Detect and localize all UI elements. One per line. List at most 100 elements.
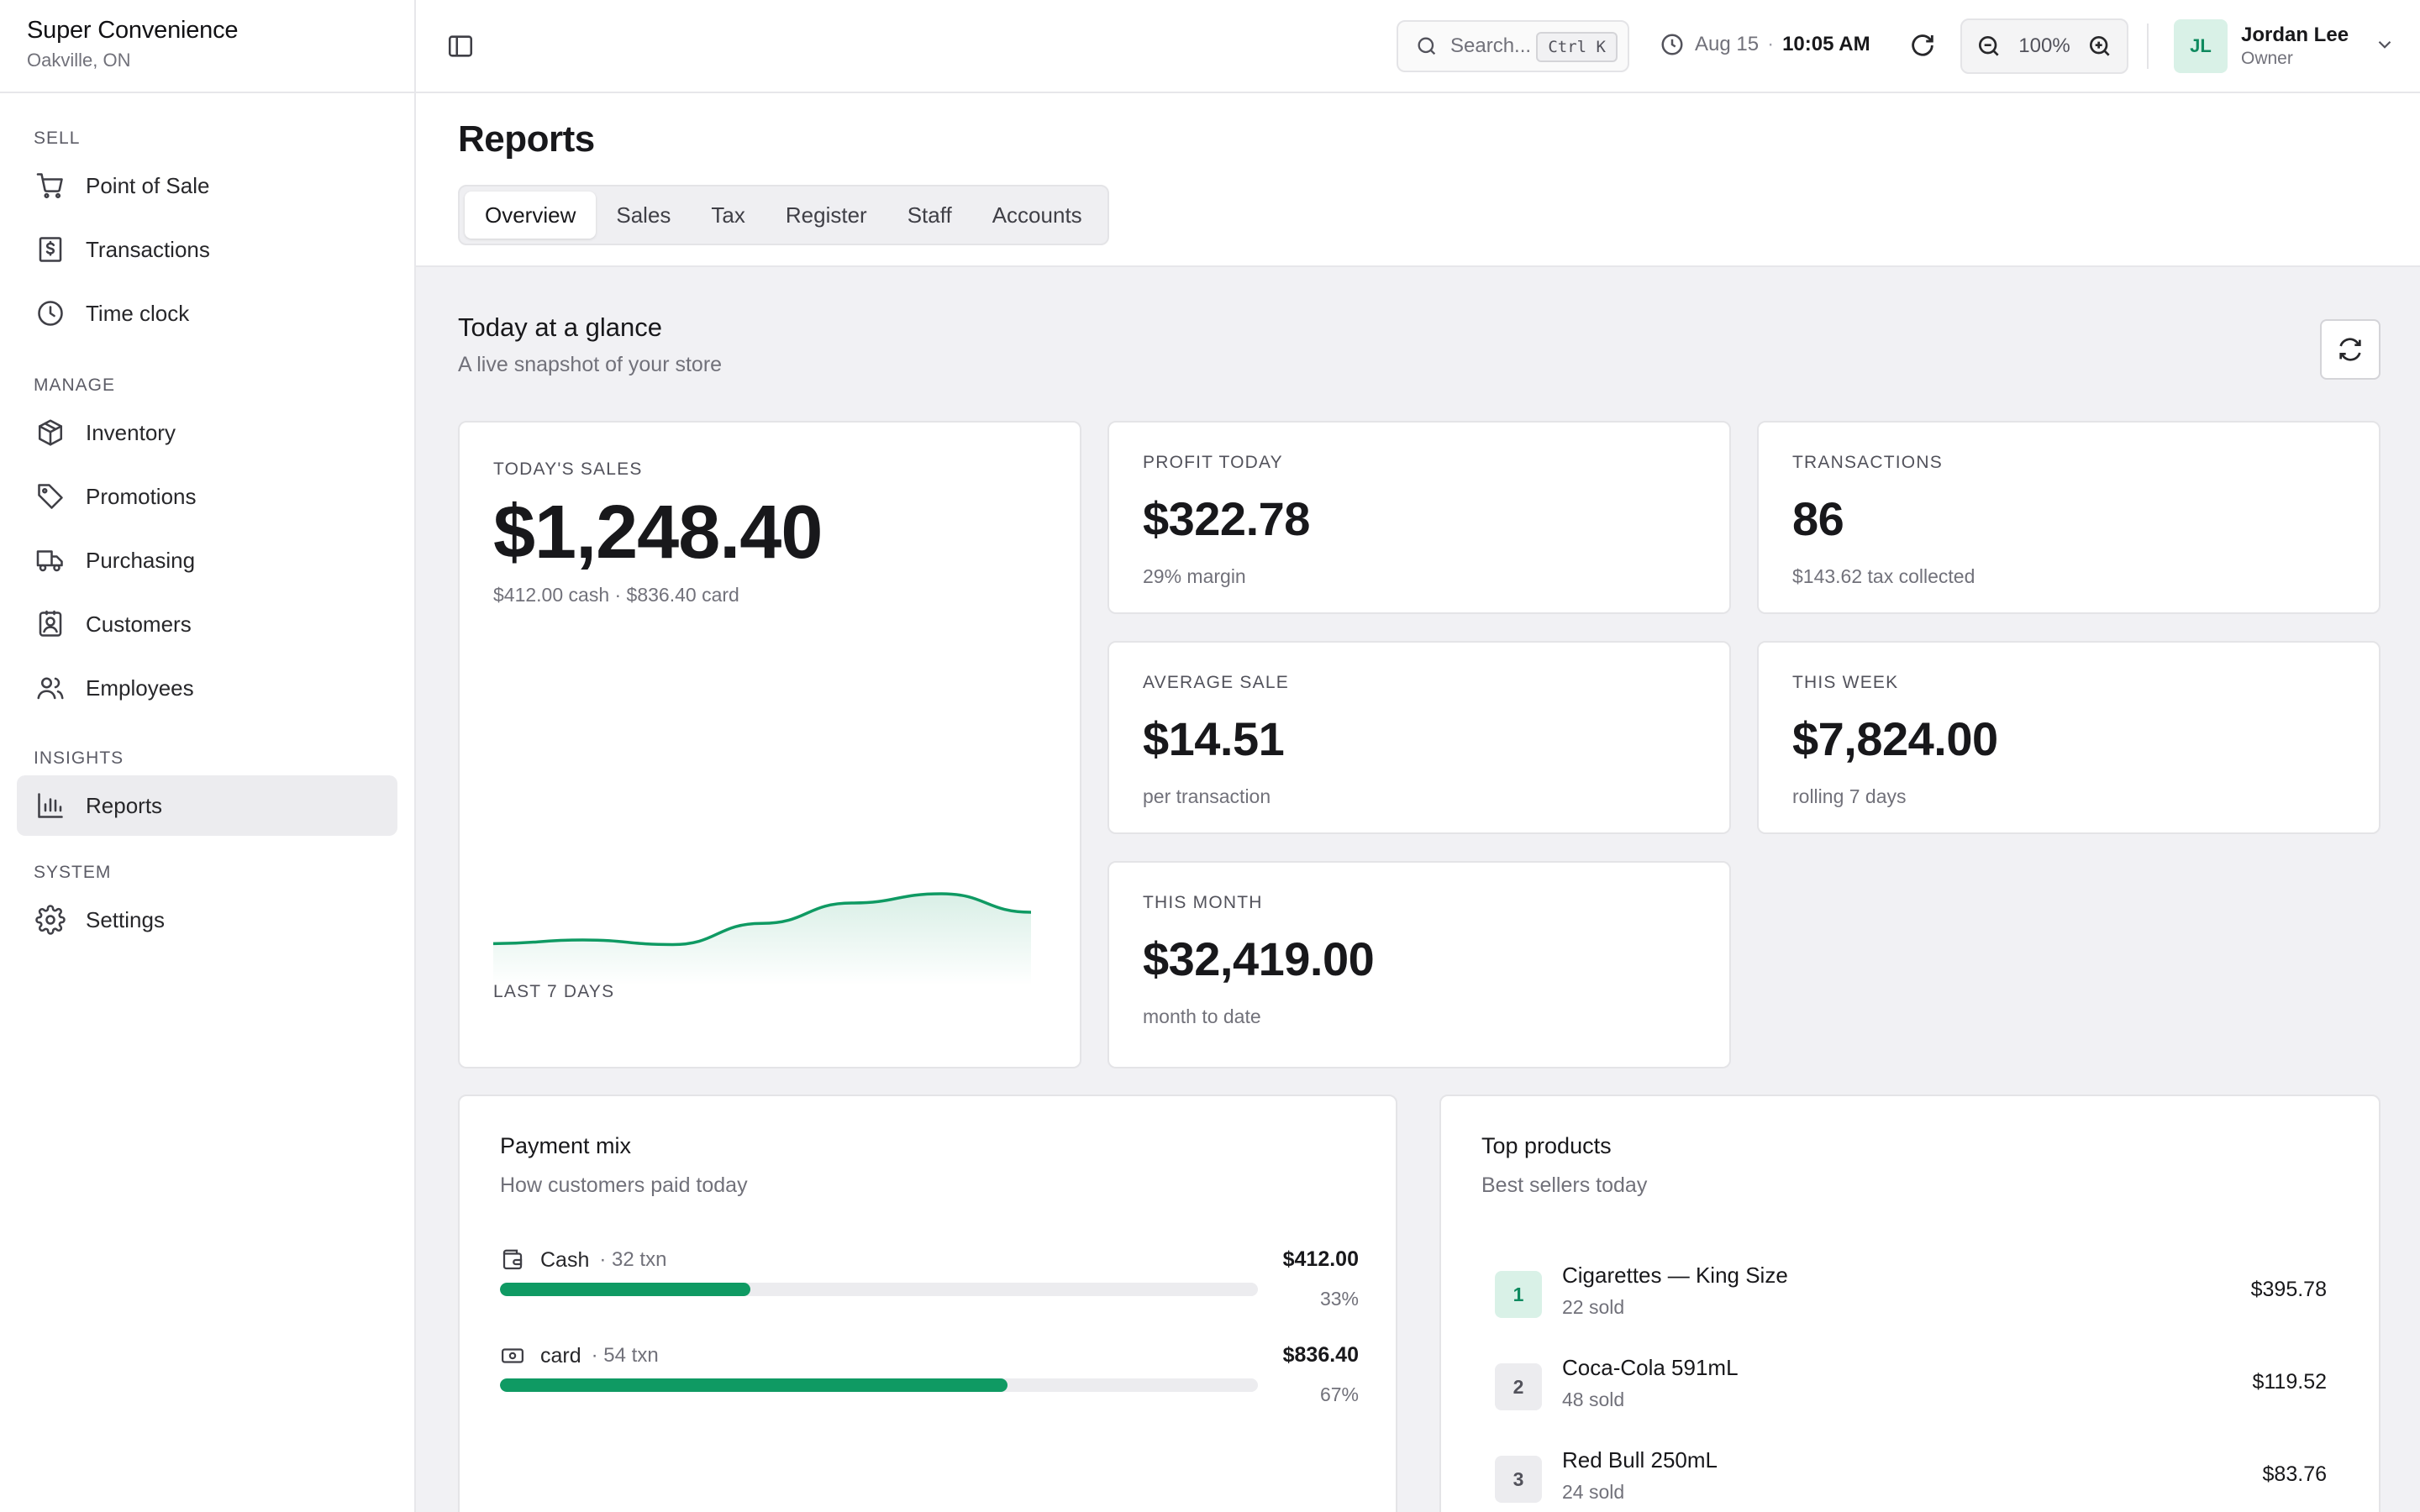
wallet-icon — [502, 1249, 523, 1270]
sidebar-item-inventory[interactable]: Inventory — [17, 402, 397, 463]
product-amount: $83.76 — [2262, 1462, 2327, 1486]
card-note: month to date — [1143, 1005, 1261, 1027]
payment-progress-bar — [500, 1378, 1258, 1392]
payment-method-name: card — [540, 1343, 581, 1368]
payment-method: Cash · 32 txn — [500, 1247, 666, 1273]
nav-heading: MANAGE — [34, 375, 116, 395]
sidebar-item-customers[interactable]: Customers — [17, 594, 397, 654]
rank-badge: 3 — [1495, 1456, 1542, 1503]
sidebar-item-label: Employees — [86, 675, 194, 701]
sidebar-item-promotions[interactable]: Promotions — [17, 466, 397, 527]
package-icon — [38, 419, 63, 446]
gear-icon — [35, 905, 66, 935]
list-item[interactable]: 1 Cigarettes — King Size 22 sold $395.78 — [1495, 1261, 2327, 1336]
card-label: TRANSACTIONS — [1792, 453, 1943, 472]
truck-icon — [36, 550, 63, 572]
tag-icon — [38, 484, 63, 509]
payment-amount: $412.00 — [1282, 1247, 1359, 1271]
banknote-icon — [502, 1348, 523, 1363]
sidebar: Super Convenience Oakville, ON SELL Poin… — [0, 0, 416, 1512]
profit-card: PROFIT TODAY $322.78 29% margin — [1107, 421, 1731, 614]
sidebar-item-settings[interactable]: Settings — [17, 890, 397, 950]
list-item[interactable]: 3 Red Bull 250mL 24 sold $83.76 — [1495, 1446, 2327, 1512]
sidebar-item-employees[interactable]: Employees — [17, 658, 397, 718]
tax-collected: $143.62 tax collected — [1792, 565, 1975, 587]
section-subtitle: A live snapshot of your store — [458, 353, 723, 376]
sidebar-item-point-of-sale[interactable]: Point of Sale — [17, 155, 397, 216]
tab-register[interactable]: Register — [785, 202, 867, 228]
sidebar-toggle-icon — [448, 35, 473, 57]
refresh-snapshot-button[interactable] — [2320, 319, 2381, 380]
sidebar-item-label: Transactions — [86, 236, 210, 262]
card-label: THIS MONTH — [1143, 893, 1263, 912]
payment-progress-fill — [500, 1378, 1008, 1392]
cart-icon — [36, 173, 63, 199]
payment-progress-fill — [500, 1283, 750, 1296]
sidebar-item-label: Point of Sale — [86, 172, 210, 198]
sidebar-item-label: Customers — [86, 611, 192, 637]
tab-sales[interactable]: Sales — [616, 202, 671, 228]
user-menu[interactable]: JL Jordan Lee Owner — [2174, 19, 2396, 73]
sidebar-item-reports[interactable]: Reports — [17, 775, 397, 836]
sidebar-item-label: Purchasing — [86, 547, 196, 573]
user-info: Jordan Lee Owner — [2241, 24, 2349, 69]
zoom-out-icon[interactable] — [1975, 33, 2002, 60]
list-item[interactable]: 2 Coca-Cola 591mL 48 sold $119.52 — [1495, 1353, 2327, 1429]
user-role: Owner — [2241, 49, 2293, 68]
product-amount: $119.52 — [2252, 1370, 2327, 1394]
search-input[interactable]: Search... Ctrl K — [1397, 20, 1629, 72]
sidebar-toggle-button[interactable] — [446, 32, 475, 60]
product-name: Red Bull 250mL — [1562, 1447, 1718, 1473]
sparkline-area — [493, 894, 1031, 985]
product-name: Coca-Cola 591mL — [1562, 1355, 1739, 1380]
tab-tax[interactable]: Tax — [711, 202, 745, 228]
payment-method: card · 54 txn — [500, 1343, 659, 1368]
payment-amount: $836.40 — [1282, 1343, 1359, 1367]
transactions-card: TRANSACTIONS 86 $143.62 tax collected — [1757, 421, 2381, 614]
payment-txn-count: · 54 txn — [591, 1344, 659, 1367]
profit-value: $322.78 — [1143, 492, 1310, 545]
avatar: JL — [2174, 19, 2228, 73]
panel-subtitle: Best sellers today — [1481, 1173, 1648, 1197]
store-name: Super Convenience — [27, 17, 239, 44]
panel-title: Top products — [1481, 1133, 1612, 1158]
average-sale-card: AVERAGE SALE $14.51 per transaction — [1107, 641, 1731, 834]
product-sold-count: 48 sold — [1562, 1389, 1625, 1410]
users-icon — [37, 677, 64, 700]
user-menu-toggle[interactable] — [2374, 34, 2396, 60]
tab-overview[interactable]: Overview — [465, 192, 597, 239]
bar-chart-icon — [38, 793, 63, 818]
search-placeholder: Search... — [1450, 34, 1532, 57]
search-icon — [1418, 37, 1436, 55]
card-note: per transaction — [1143, 785, 1271, 807]
product-name: Cigarettes — King Size — [1562, 1263, 1788, 1288]
nav-section-manage: MANAGE Inventory Promotions Purchasing C… — [0, 360, 414, 718]
zoom-level: 100% — [2018, 34, 2070, 57]
profit-margin: 29% margin — [1143, 565, 1246, 587]
transactions-value: 86 — [1792, 492, 1844, 545]
receipt-icon — [39, 237, 62, 262]
sidebar-item-purchasing[interactable]: Purchasing — [17, 530, 397, 591]
payment-mix-panel: Payment mix How customers paid today Cas… — [458, 1095, 1397, 1512]
card-note: rolling 7 days — [1792, 785, 1907, 807]
rank-badge: 2 — [1495, 1363, 1542, 1410]
zoom-in-icon[interactable] — [2086, 33, 2113, 60]
nav-section-sell: SELL Point of Sale Transactions Time clo… — [0, 113, 414, 344]
tab-staff[interactable]: Staff — [907, 202, 952, 228]
this-month-card: THIS MONTH $32,419.00 month to date — [1107, 861, 1731, 1068]
current-date: Aug 15 — [1695, 33, 1760, 55]
payment-percent: 33% — [1319, 1288, 1359, 1310]
page-header: Reports Overview Sales Tax Register Staf… — [416, 93, 2420, 267]
reload-button[interactable] — [1908, 31, 1937, 64]
tab-accounts[interactable]: Accounts — [992, 202, 1082, 228]
card-label: AVERAGE SALE — [1143, 673, 1289, 692]
search-shortcut-badge: Ctrl K — [1536, 32, 1618, 62]
sidebar-item-transactions[interactable]: Transactions — [17, 219, 397, 280]
date-time-separator: · — [1767, 33, 1775, 55]
card-label: PROFIT TODAY — [1143, 453, 1283, 472]
current-time: 10:05 AM — [1782, 33, 1870, 55]
user-name: Jordan Lee — [2241, 24, 2349, 46]
this-month-value: $32,419.00 — [1143, 932, 1375, 985]
sidebar-item-time-clock[interactable]: Time clock — [17, 283, 397, 344]
this-week-value: $7,824.00 — [1792, 712, 1998, 765]
